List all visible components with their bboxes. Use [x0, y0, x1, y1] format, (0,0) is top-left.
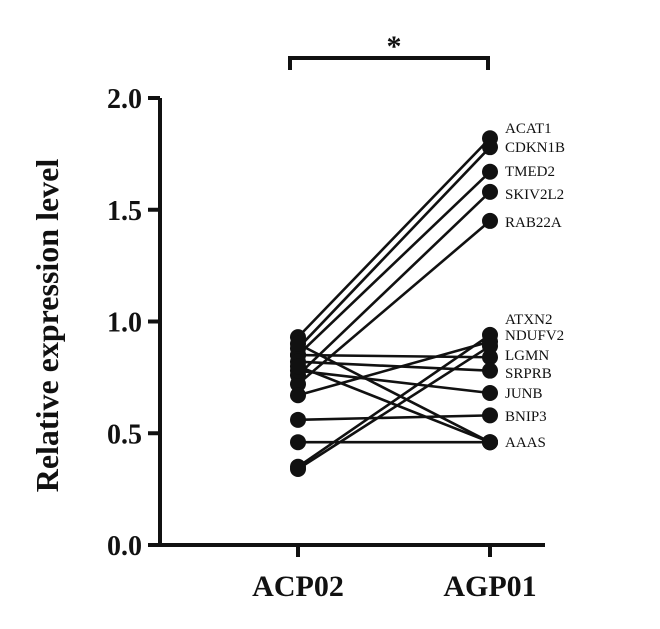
series-line — [297, 344, 491, 471]
series-line — [297, 353, 491, 359]
series-label: LGMN — [505, 348, 549, 364]
series-line — [297, 340, 491, 397]
y-tick-label: 1.5 — [107, 196, 142, 227]
series-line — [297, 137, 491, 339]
data-point — [482, 434, 498, 451]
series-label: SRPRB — [505, 366, 552, 382]
series-labels: ACAT1 CDKN1B TMED2 SKIV2L2 RAB22A ATXN2NDUFV2… — [505, 121, 565, 451]
y-tick-label: 2.0 — [107, 84, 142, 115]
series-label: JUNB — [505, 386, 543, 402]
series-label: AAAS — [505, 435, 546, 451]
series-line — [297, 170, 491, 356]
data-point — [482, 163, 498, 180]
y-tick-label: 0.5 — [107, 419, 142, 450]
data-point — [482, 139, 498, 156]
data-point — [482, 183, 498, 200]
series-line — [297, 369, 491, 395]
data-point — [290, 358, 306, 375]
data-point — [482, 362, 498, 379]
series-label: NDUFV2 — [505, 328, 564, 344]
data-point — [290, 434, 306, 451]
data-point — [482, 385, 498, 402]
significance-bracket-line — [288, 56, 490, 70]
y-axis-title: Relative expression level — [29, 159, 65, 493]
series-label: RAB22A — [505, 215, 562, 231]
data-point — [482, 349, 498, 366]
series-label: BNIP3 — [505, 409, 547, 425]
significance-marker: * — [387, 30, 402, 63]
series-label: ATXN2 — [505, 312, 553, 328]
y-axis-title-group: Relative expression level — [29, 159, 65, 493]
data-point — [482, 338, 498, 355]
data-point — [290, 461, 306, 478]
x-ticks: ACP02 AGP01 — [252, 545, 537, 603]
data-point — [290, 376, 306, 393]
series-line — [297, 360, 491, 372]
data-point — [290, 411, 306, 428]
series-line — [297, 219, 491, 386]
series-line — [297, 414, 491, 422]
data-point — [290, 387, 306, 404]
data-point — [482, 212, 498, 229]
data-point — [290, 335, 306, 352]
series-label: CDKN1B — [505, 140, 565, 156]
series-points — [290, 130, 498, 478]
series-label: ACAT1 — [505, 121, 552, 137]
x-category-label: ACP02 — [252, 570, 344, 603]
series-line — [297, 146, 491, 350]
series-label: TMED2 — [505, 164, 555, 180]
series-line — [297, 364, 491, 444]
data-point — [482, 407, 498, 424]
y-tick-label: 1.0 — [107, 308, 142, 339]
series-line — [297, 190, 491, 377]
x-category-label: AGP01 — [443, 570, 536, 603]
series-line — [297, 342, 491, 444]
series-lines — [297, 137, 491, 471]
y-ticks: 0.0 0.5 1.0 1.5 2.0 — [107, 84, 160, 562]
significance-bracket: * — [288, 30, 490, 70]
y-tick-label: 0.0 — [107, 531, 142, 562]
series-label: SKIV2L2 — [505, 187, 564, 203]
